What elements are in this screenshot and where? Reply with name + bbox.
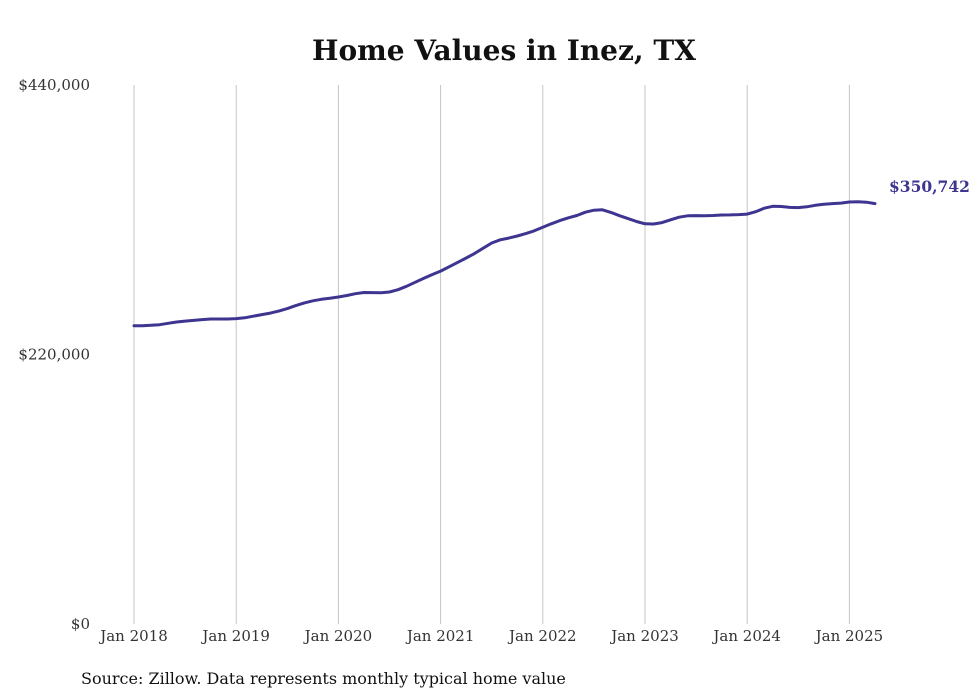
y-tick-label-220000: $220,000	[18, 346, 90, 364]
x-tick-label-2022-01: Jan 2022	[507, 627, 577, 645]
x-tick-label-2019-01: Jan 2019	[200, 627, 270, 645]
x-tick-label-2020-01: Jan 2020	[303, 627, 373, 645]
y-tick-label-440000: $440,000	[18, 76, 90, 94]
x-tick-label-2024-01: Jan 2024	[711, 627, 781, 645]
chart-title: Home Values in Inez, TX	[312, 34, 696, 67]
y-axis-tick-labels: $0 $220,000 $440,000	[18, 76, 90, 633]
vertical-gridlines	[133, 85, 850, 624]
x-tick-label-2018-01: Jan 2018	[98, 627, 168, 645]
source-note: Source: Zillow. Data represents monthly …	[81, 669, 566, 688]
x-axis-tick-labels: Jan 2018 Jan 2019 Jan 2020 Jan 2021 Jan 2022…	[98, 627, 883, 645]
home-value-series-line	[132, 200, 877, 328]
x-tick-label-2025-01: Jan 2025	[814, 627, 884, 645]
latest-value-label: $350,742	[889, 177, 970, 196]
y-tick-label-0: $0	[71, 615, 90, 633]
x-tick-label-2021-01: Jan 2021	[405, 627, 475, 645]
x-tick-label-2023-01: Jan 2023	[609, 627, 679, 645]
